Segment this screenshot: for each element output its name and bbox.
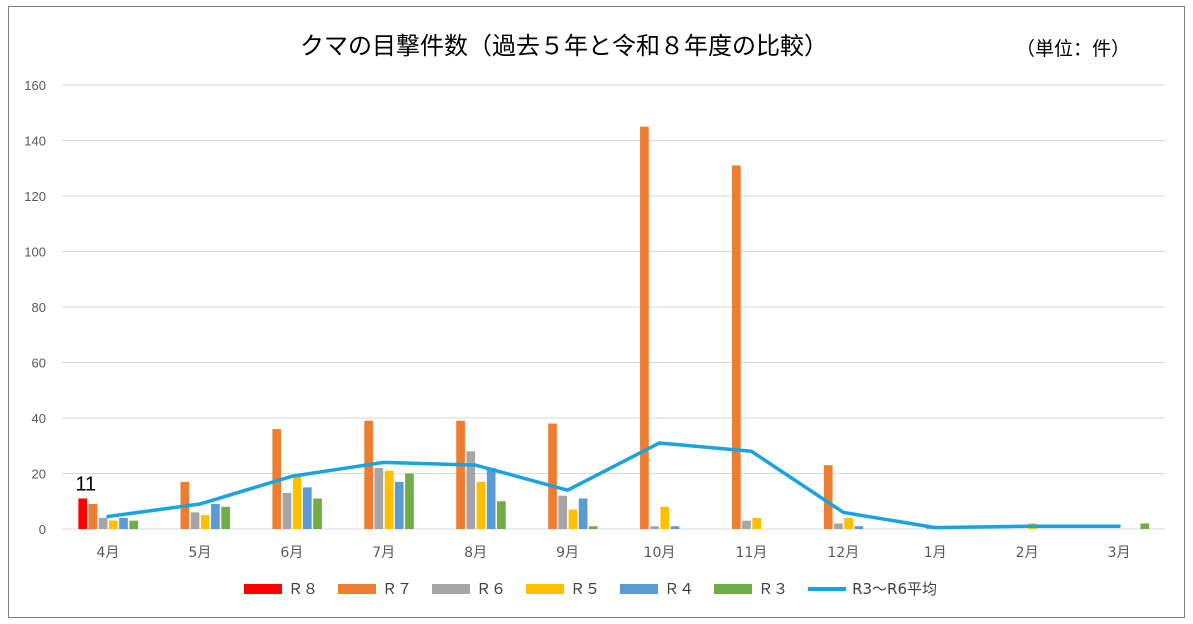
bar [200,515,210,529]
x-tick-label: 8月 [464,545,487,561]
bar [670,526,680,529]
bar [486,467,496,529]
bar [190,512,200,529]
legend-label: Ｒ３ [758,580,789,598]
y-tick-label: 20 [32,467,46,482]
legend-label: Ｒ８ [288,580,319,598]
x-tick-label: 10月 [644,545,676,561]
legend-label: Ｒ４ [664,580,695,598]
legend-label: Ｒ５ [570,580,601,598]
legend-item: Ｒ７ [338,578,412,599]
legend-item: Ｒ６ [432,578,506,599]
legend-swatch [432,583,471,594]
bar [640,126,649,529]
bar [568,509,578,529]
bar [98,517,108,529]
bar [742,520,751,529]
bar [558,495,568,529]
x-tick-label: 6月 [280,545,303,561]
unit-label: （単位：件） [1016,38,1131,60]
x-tick-label: 1月 [924,545,947,561]
bar [466,451,476,529]
chart-title: クマの目撃件数（過去５年と令和８年度の比較） [300,32,828,60]
legend-swatch [808,586,847,591]
bar [88,504,98,529]
bar [78,498,88,529]
bar [854,526,864,529]
y-tick-label: 100 [24,245,46,260]
bar [1140,523,1150,529]
bar [302,487,312,529]
legend-item: Ｒ８ [244,578,318,599]
legend-label: R3～R6平均 [852,580,938,598]
y-tick-label: 140 [24,134,46,149]
y-tick-label: 60 [32,356,46,371]
y-tick-label: 120 [24,189,46,204]
bar [823,465,833,529]
legend-item: Ｒ３ [714,578,788,599]
data-label: 11 [75,473,96,495]
bar [211,504,220,529]
bar [650,526,659,529]
legend-label: Ｒ６ [476,580,507,598]
bar [405,473,414,529]
average-line [106,441,1121,530]
x-tick-label: 5月 [188,545,211,561]
x-tick-label: 12月 [827,545,859,561]
bar [588,526,598,529]
bar [119,517,128,529]
bar [476,481,486,529]
bar [660,506,670,529]
legend-item: Ｒ４ [620,578,694,599]
bar [456,420,465,529]
legend-item: Ｒ５ [526,578,600,599]
x-tick-label: 11月 [735,545,767,561]
x-tick-label: 9月 [556,545,579,561]
bar [374,467,384,529]
bar [129,520,139,529]
bar [834,523,843,529]
bar [731,165,741,529]
x-tick-label: 2月 [1016,545,1039,561]
bar [364,420,374,529]
y-tick-label: 80 [32,300,46,315]
legend-swatch [338,583,377,594]
x-tick-label: 4月 [96,545,119,561]
bar [578,498,588,529]
bar [292,476,302,529]
chart-legend: Ｒ８ Ｒ７ Ｒ６ Ｒ５ Ｒ４ Ｒ３ R3～R6平均 [244,578,957,599]
legend-swatch [244,583,282,594]
bar [548,423,557,529]
y-tick-label: 0 [39,522,46,537]
bar [844,517,853,529]
bar [384,470,394,529]
bar [313,498,322,529]
bar [394,481,404,529]
x-tick-label: 3月 [1108,545,1131,561]
bar [497,501,506,529]
bar [752,517,762,529]
legend-swatch [620,583,659,594]
x-tick-label: 7月 [372,545,395,561]
y-tick-label: 40 [32,411,46,426]
bar [108,520,118,529]
legend-swatch [714,583,753,594]
bar [282,492,292,529]
legend-item: R3～R6平均 [808,578,937,599]
legend-label: Ｒ７ [382,580,413,598]
y-tick-label: 160 [24,78,46,93]
bar [221,506,230,529]
legend-swatch [526,583,565,594]
